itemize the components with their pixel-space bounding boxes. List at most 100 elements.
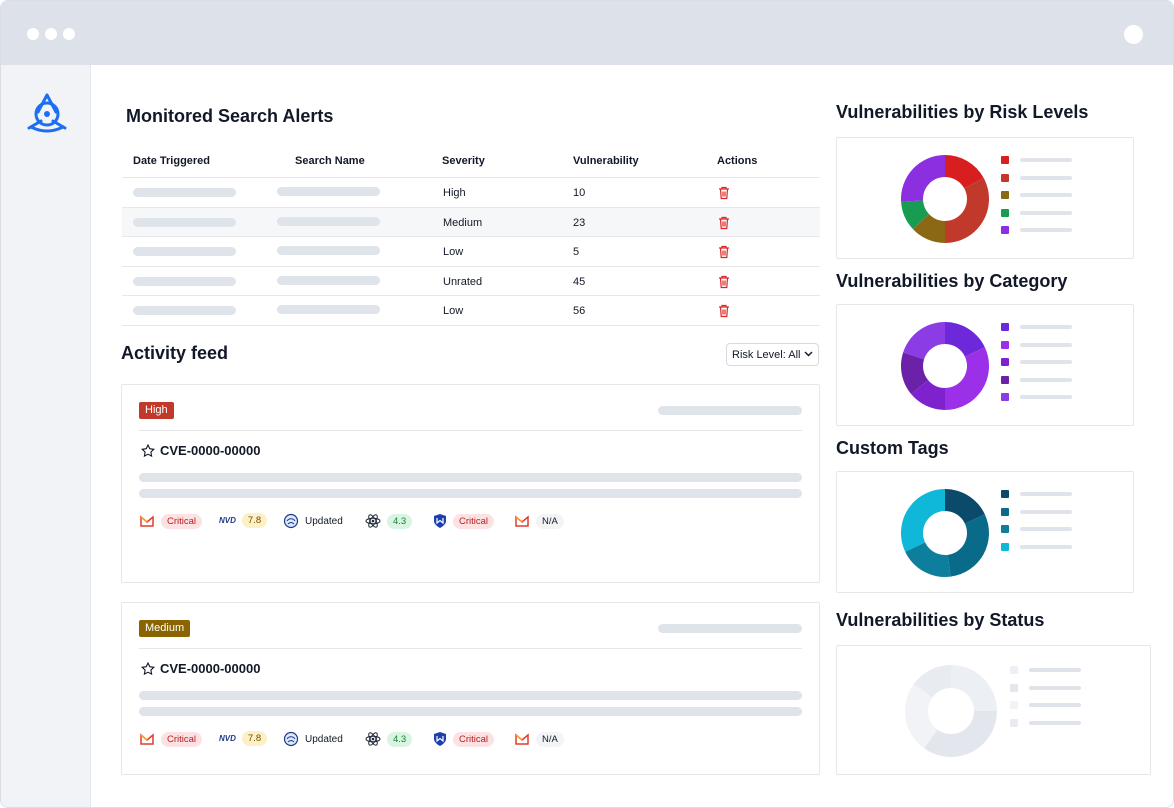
vulnerability-cell: 5 bbox=[573, 246, 580, 258]
source-tag[interactable]: N/A bbox=[514, 513, 564, 529]
trash-icon[interactable] bbox=[718, 245, 730, 259]
legend-label-placeholder bbox=[1020, 395, 1072, 400]
donut-slice[interactable] bbox=[905, 542, 951, 577]
source-tag[interactable]: Critical bbox=[433, 513, 495, 529]
donut-slice[interactable] bbox=[903, 322, 945, 360]
value-pill: N/A bbox=[536, 731, 564, 747]
name-placeholder bbox=[277, 246, 380, 255]
legend-swatch bbox=[1010, 666, 1018, 674]
window-control-dot[interactable] bbox=[45, 28, 57, 40]
column-header[interactable]: Vulnerability bbox=[573, 155, 639, 167]
legend-label-placeholder bbox=[1020, 193, 1072, 198]
trash-icon[interactable] bbox=[718, 216, 730, 230]
severity-pill: Critical bbox=[453, 731, 495, 747]
donut-slice[interactable] bbox=[911, 380, 945, 410]
donut-slice[interactable] bbox=[923, 711, 997, 757]
severity-cell: High bbox=[443, 187, 466, 199]
timestamp-placeholder bbox=[658, 624, 802, 633]
vulnerability-cell: 23 bbox=[573, 216, 586, 229]
legend-swatch bbox=[1010, 701, 1018, 710]
donut-slice[interactable] bbox=[901, 489, 945, 552]
score-pill: 7.8 bbox=[241, 731, 268, 746]
column-header[interactable]: Date Triggered bbox=[133, 155, 211, 167]
donut-slice[interactable] bbox=[901, 155, 945, 202]
column-header[interactable]: Search Name bbox=[295, 155, 365, 167]
description-placeholder bbox=[139, 489, 802, 498]
legend-swatch bbox=[1001, 340, 1009, 349]
donut-slice[interactable] bbox=[912, 214, 945, 243]
donut-slice[interactable] bbox=[901, 352, 929, 395]
donut-slice[interactable] bbox=[945, 489, 985, 524]
source-tag[interactable]: 4.3 bbox=[365, 513, 413, 529]
activity-card[interactable]: Medium CVE-0000-00000 Critical NVD 7.8 bbox=[121, 602, 820, 775]
vulnerability-cell: 10 bbox=[573, 187, 586, 199]
table-row[interactable]: Unrated 45 bbox=[122, 267, 820, 296]
severity-pill: Critical bbox=[161, 731, 203, 747]
legend-label-placeholder bbox=[1020, 492, 1072, 496]
severity-pill: Critical bbox=[453, 513, 495, 529]
severity-cell: Low bbox=[443, 246, 464, 258]
source-tag[interactable]: NVD 7.8 bbox=[219, 513, 268, 528]
severity-cell: Unrated bbox=[443, 275, 483, 288]
legend-label-placeholder bbox=[1020, 527, 1072, 532]
trash-icon[interactable] bbox=[718, 186, 730, 200]
shield-icon bbox=[434, 732, 446, 746]
legend-label-placeholder bbox=[1029, 703, 1081, 708]
tags-donut-chart[interactable] bbox=[900, 488, 990, 578]
column-header[interactable]: Severity bbox=[442, 155, 485, 167]
source-tag[interactable]: 4.3 bbox=[365, 731, 413, 747]
legend-swatch bbox=[1001, 525, 1009, 534]
star-icon[interactable] bbox=[141, 443, 155, 458]
donut-slice[interactable] bbox=[945, 177, 989, 243]
risk-level-filter[interactable]: Risk Level: All bbox=[726, 343, 819, 366]
source-tag[interactable]: Updated bbox=[283, 513, 343, 529]
severity-cell: Medium bbox=[443, 216, 483, 229]
source-tag[interactable]: Critical bbox=[433, 731, 495, 747]
date-placeholder bbox=[133, 247, 236, 256]
source-tag[interactable]: Critical bbox=[139, 513, 203, 529]
window-control-dot[interactable] bbox=[63, 28, 75, 40]
star-icon[interactable] bbox=[141, 661, 155, 676]
donut-slice[interactable] bbox=[913, 665, 951, 698]
table-header: Date Triggered Search Name Severity Vuln… bbox=[122, 145, 820, 178]
source-tag[interactable]: Updated bbox=[283, 731, 343, 747]
category-chart-card bbox=[836, 304, 1134, 426]
tags-chart-card bbox=[836, 471, 1134, 593]
source-tags: Critical NVD 7.8 Updated 4.3 Critical bbox=[139, 513, 799, 533]
status-donut-chart[interactable] bbox=[904, 664, 998, 758]
table-row[interactable]: Low 5 bbox=[122, 237, 820, 267]
category-donut-chart[interactable] bbox=[900, 321, 990, 411]
window-menu-dot[interactable] bbox=[1124, 25, 1143, 44]
legend-swatch bbox=[1001, 173, 1009, 182]
source-tag[interactable]: NVD 7.8 bbox=[219, 731, 268, 746]
column-header[interactable]: Actions bbox=[717, 155, 758, 167]
window-control-dot[interactable] bbox=[27, 28, 39, 40]
table-row[interactable]: Medium 23 bbox=[122, 207, 820, 237]
date-placeholder bbox=[133, 306, 236, 315]
table-row[interactable]: Low 56 bbox=[122, 296, 820, 326]
donut-slice[interactable] bbox=[905, 683, 938, 749]
risk-chart-card bbox=[836, 137, 1134, 259]
trash-icon[interactable] bbox=[718, 304, 730, 318]
source-tag[interactable]: Critical bbox=[139, 731, 203, 747]
cve-title[interactable]: CVE-0000-00000 bbox=[141, 443, 260, 458]
app-logo-icon[interactable] bbox=[25, 91, 69, 135]
table-row[interactable]: High 10 bbox=[122, 178, 820, 208]
legend-swatch bbox=[1001, 393, 1009, 402]
donut-slice[interactable] bbox=[945, 347, 989, 410]
trash-icon[interactable] bbox=[718, 275, 730, 289]
legend-label-placeholder bbox=[1020, 342, 1072, 347]
risk-donut-chart[interactable] bbox=[900, 154, 990, 244]
donut-slice[interactable] bbox=[945, 322, 985, 357]
activity-card[interactable]: High CVE-0000-00000 Critical NVD 7.8 bbox=[121, 384, 820, 583]
donut-slice[interactable] bbox=[945, 155, 984, 189]
legend-swatch bbox=[1001, 507, 1009, 516]
cve-title[interactable]: CVE-0000-00000 bbox=[141, 661, 260, 676]
donut-slice[interactable] bbox=[951, 665, 997, 711]
date-placeholder bbox=[133, 188, 236, 197]
divider bbox=[139, 430, 802, 431]
source-tag[interactable]: N/A bbox=[514, 731, 564, 747]
name-placeholder bbox=[277, 275, 380, 285]
donut-slice[interactable] bbox=[901, 200, 929, 230]
donut-slice[interactable] bbox=[947, 514, 989, 577]
